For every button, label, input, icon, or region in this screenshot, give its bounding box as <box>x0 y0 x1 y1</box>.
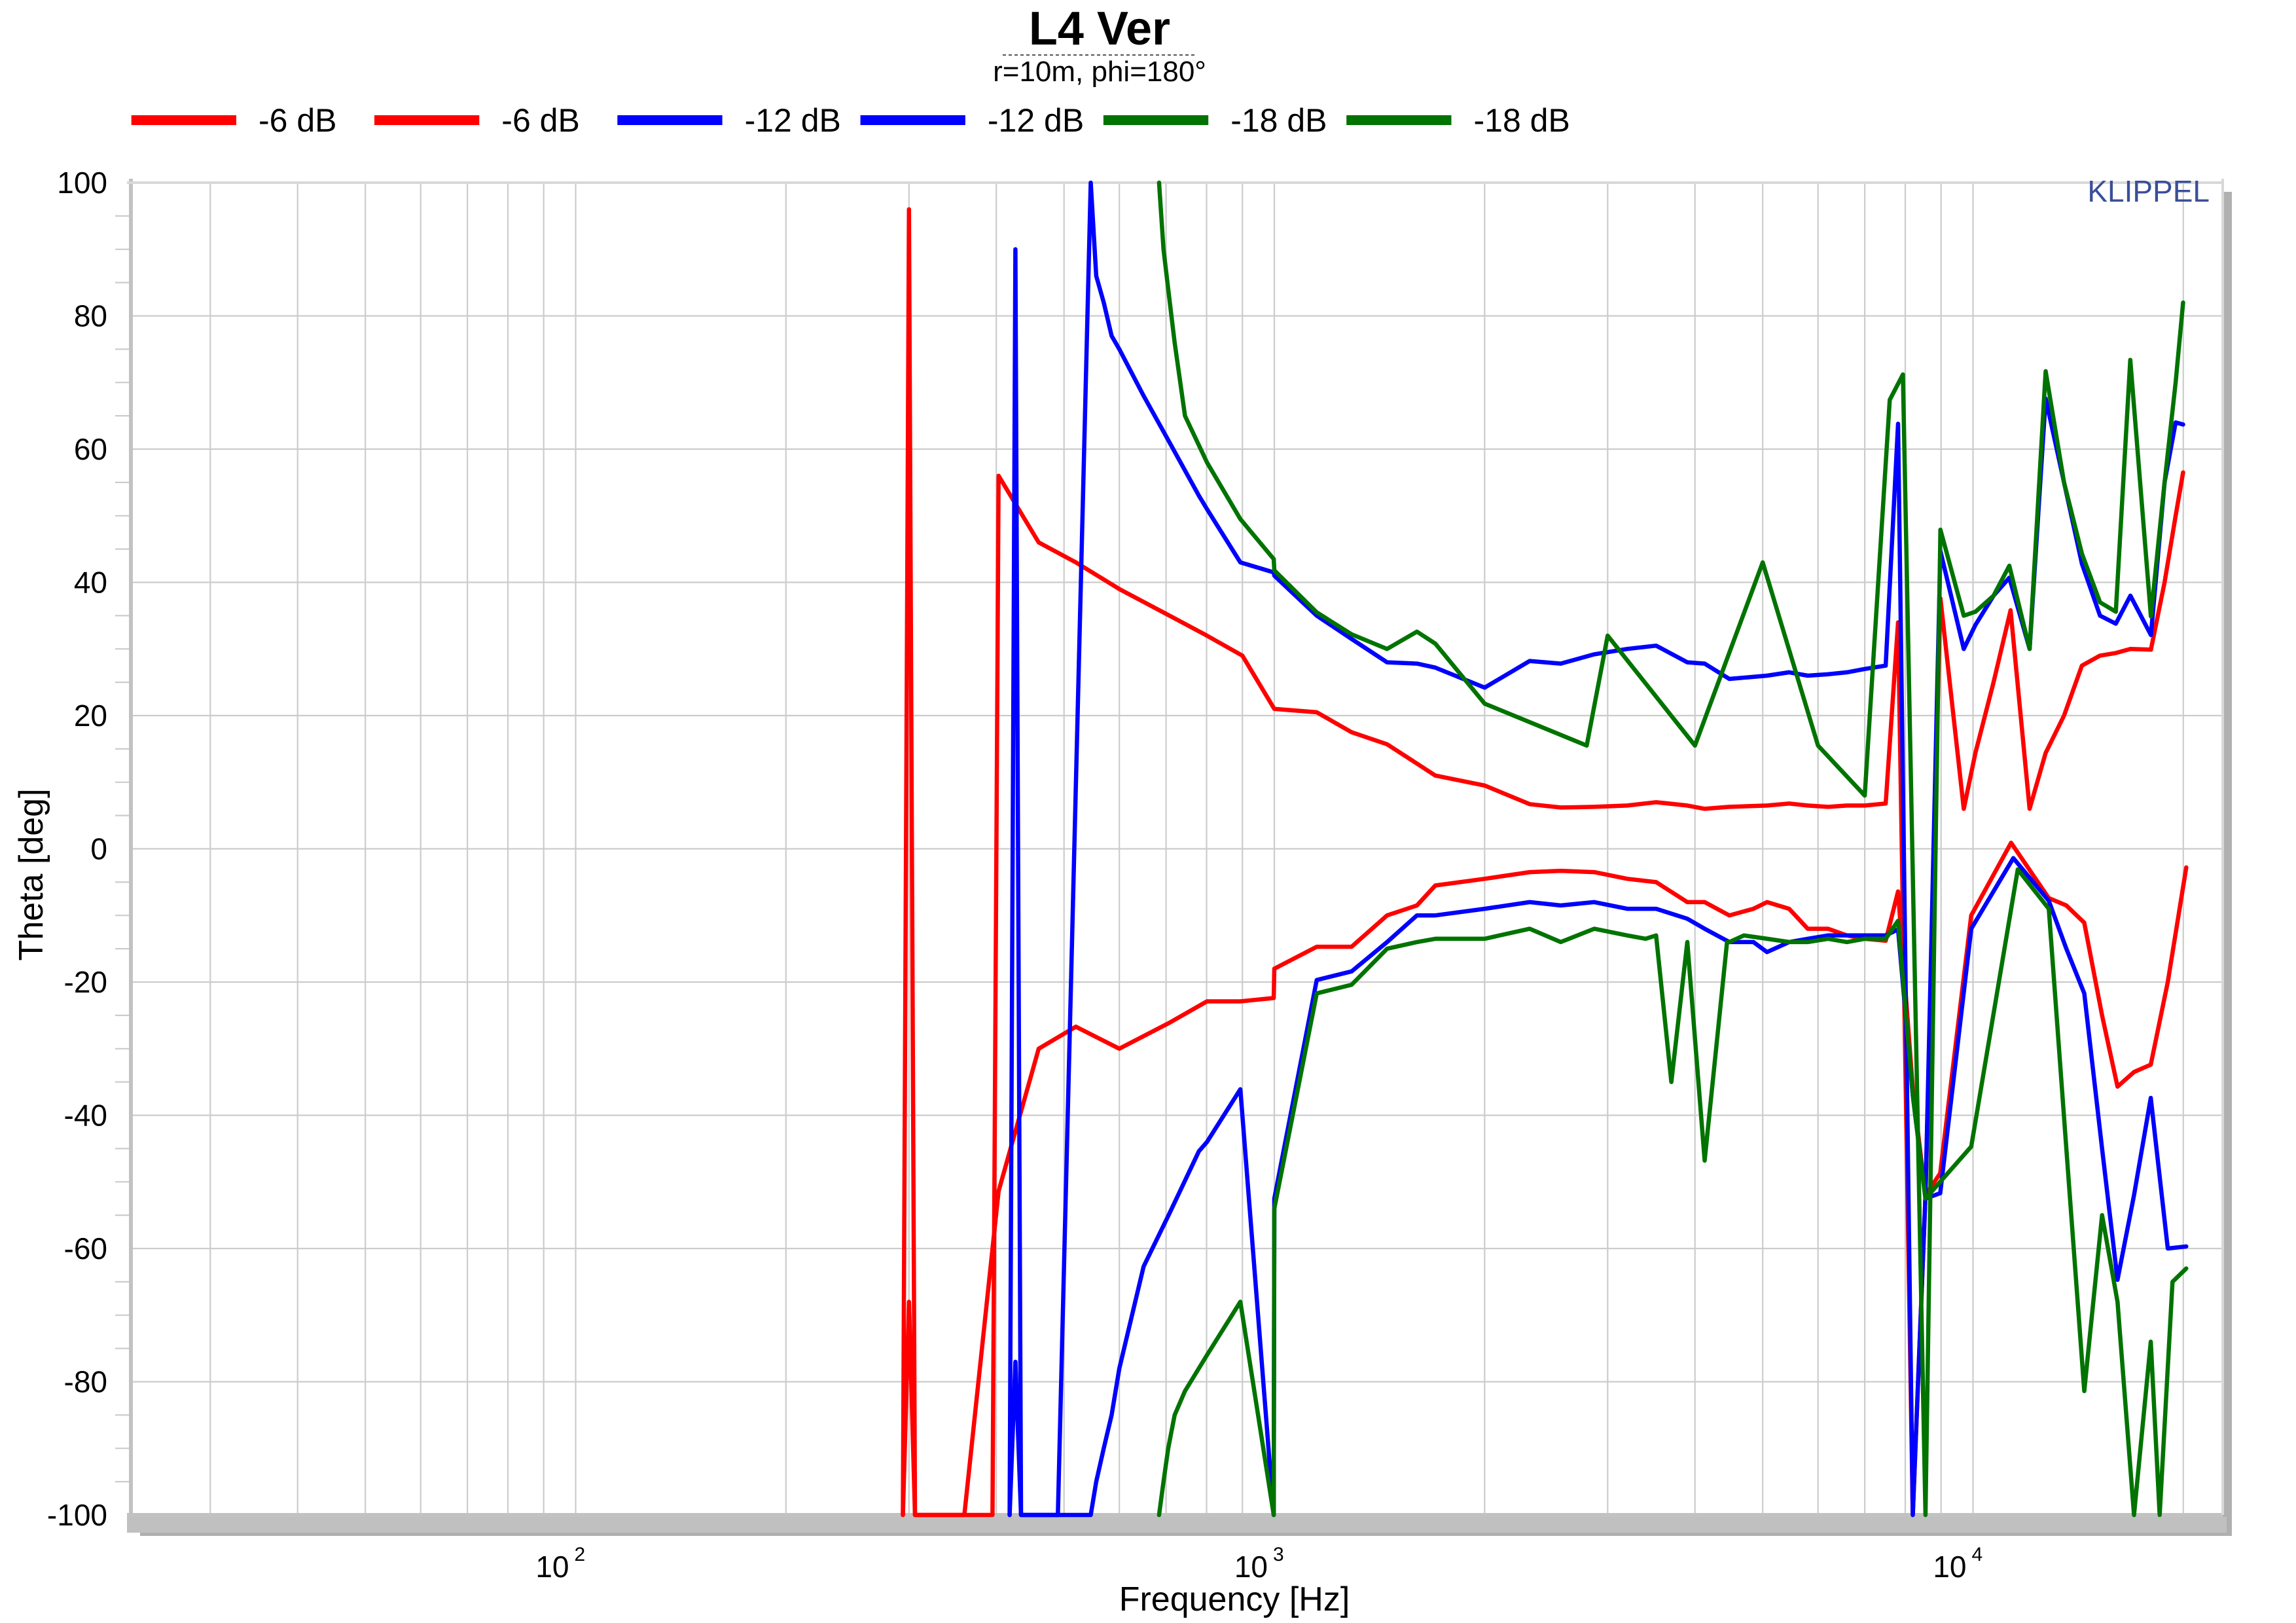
svg-text:Frequency [Hz]: Frequency [Hz] <box>1119 1580 1350 1618</box>
svg-text:L4 Ver: L4 Ver <box>1029 3 1170 55</box>
svg-text:-60: -60 <box>64 1231 107 1266</box>
svg-text:3: 3 <box>1273 1544 1284 1565</box>
svg-text:80: 80 <box>74 299 107 333</box>
svg-text:-12 dB: -12 dB <box>988 102 1084 139</box>
svg-text:-18 dB: -18 dB <box>1474 102 1570 139</box>
svg-text:2: 2 <box>575 1544 586 1565</box>
svg-text:-12 dB: -12 dB <box>745 102 841 139</box>
svg-text:r=10m, phi=180°: r=10m, phi=180° <box>993 56 1206 88</box>
svg-text:KLIPPEL: KLIPPEL <box>2087 174 2210 208</box>
svg-text:20: 20 <box>74 699 107 733</box>
svg-text:Theta [deg]: Theta [deg] <box>12 788 50 960</box>
svg-text:-6 dB: -6 dB <box>259 102 337 139</box>
svg-text:-40: -40 <box>64 1099 107 1133</box>
svg-text:-6 dB: -6 dB <box>501 102 580 139</box>
svg-text:-100: -100 <box>47 1498 107 1532</box>
svg-text:10: 10 <box>1234 1550 1268 1584</box>
svg-text:-20: -20 <box>64 965 107 999</box>
svg-text:4: 4 <box>1972 1544 1983 1565</box>
svg-text:40: 40 <box>74 566 107 600</box>
svg-text:-80: -80 <box>64 1365 107 1399</box>
svg-text:0: 0 <box>90 832 107 866</box>
svg-text:60: 60 <box>74 432 107 466</box>
svg-text:10: 10 <box>1933 1550 1966 1584</box>
svg-text:10: 10 <box>535 1550 569 1584</box>
svg-text:-18 dB: -18 dB <box>1230 102 1327 139</box>
svg-text:100: 100 <box>57 166 107 200</box>
